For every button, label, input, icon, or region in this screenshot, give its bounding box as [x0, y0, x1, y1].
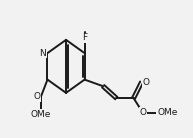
Text: F: F: [82, 33, 87, 42]
Text: OMe: OMe: [157, 108, 178, 117]
Text: O: O: [143, 78, 150, 87]
Text: O: O: [139, 108, 146, 117]
Text: O: O: [33, 92, 40, 101]
Text: N: N: [39, 49, 46, 58]
Text: OMe: OMe: [31, 110, 51, 119]
